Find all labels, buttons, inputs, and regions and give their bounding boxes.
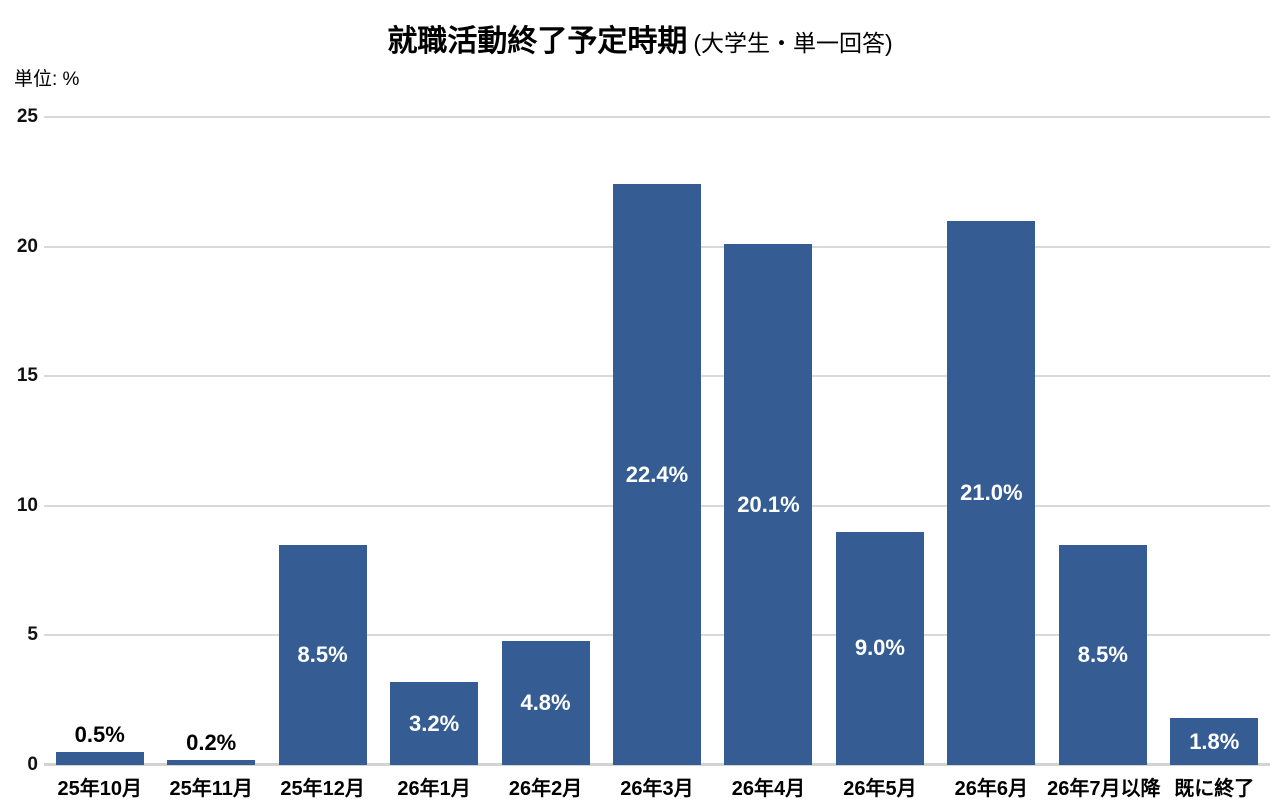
bar: 1.8% <box>1170 718 1259 765</box>
bar-value-label: 20.1% <box>737 491 800 517</box>
bar: 8.5% <box>1058 544 1147 765</box>
y-tick-label: 20 <box>16 235 38 257</box>
x-tick-label: 26年1月 <box>397 778 471 800</box>
bar-value-label: 0.5% <box>74 722 125 748</box>
bar: 4.8% <box>501 640 590 765</box>
bar-value-label: 3.2% <box>409 710 460 736</box>
y-tick-label: 10 <box>16 494 38 516</box>
x-tick-label: 25年11月 <box>169 778 253 800</box>
x-tick-label: 25年10月 <box>57 778 142 800</box>
x-tick-label: 25年12月 <box>280 778 365 800</box>
bar: 21.0% <box>947 220 1036 765</box>
bar: 0.5% <box>55 722 144 765</box>
x-tick-label: 26年4月 <box>731 778 806 800</box>
bar: 22.4% <box>613 184 701 765</box>
y-tick-label: 15 <box>16 365 38 387</box>
bar: 0.2% <box>167 730 256 765</box>
bar-value-label: 4.8% <box>520 689 571 715</box>
bar-value-label: 22.4% <box>625 461 689 487</box>
chart-title-sub: (大学生・単一回答) <box>693 30 893 56</box>
y-tick-label: 25 <box>16 106 38 127</box>
x-tick-label: 26年3月 <box>620 778 694 800</box>
plot-area: 0 5 10 15 20 25 0.5% 0.2% 8.5% 3.2% 4.8% 22.4% 20.1%… <box>17 107 1270 774</box>
chart-title: 就職活動終了予定時期 (大学生・単一回答) <box>0 16 1280 60</box>
x-axis: 25年10月 25年11月 25年12月 26年1月 26年2月 26年3月 26年4月 26… <box>44 772 1270 802</box>
bar-value-label: 1.8% <box>1189 728 1240 754</box>
x-tick-label: 26年5月 <box>843 778 917 800</box>
bar-value-label: 8.5% <box>1077 641 1128 667</box>
x-tick-label: 既に終了 <box>1174 778 1255 800</box>
y-axis-unit-label: 単位: % <box>14 69 80 90</box>
x-tick-label: 26年2月 <box>508 778 583 800</box>
bar-value-label: 9.0% <box>854 635 905 661</box>
x-tick-label: 26年7月以降 <box>1047 778 1161 800</box>
bar: 3.2% <box>390 682 479 765</box>
bar: 9.0% <box>835 531 924 765</box>
bar: 20.1% <box>724 244 813 765</box>
bar-value-label: 0.2% <box>186 729 237 755</box>
x-tick-label: 26年6月 <box>954 778 1029 800</box>
chart-title-main: 就職活動終了予定時期 <box>387 25 688 58</box>
gridline <box>44 116 1270 118</box>
bar-value-label: 8.5% <box>297 641 348 667</box>
y-tick-label: 5 <box>27 624 38 646</box>
bar: 8.5% <box>278 544 367 765</box>
bar-value-label: 21.0% <box>960 479 1023 505</box>
y-tick-label: 0 <box>27 754 38 775</box>
